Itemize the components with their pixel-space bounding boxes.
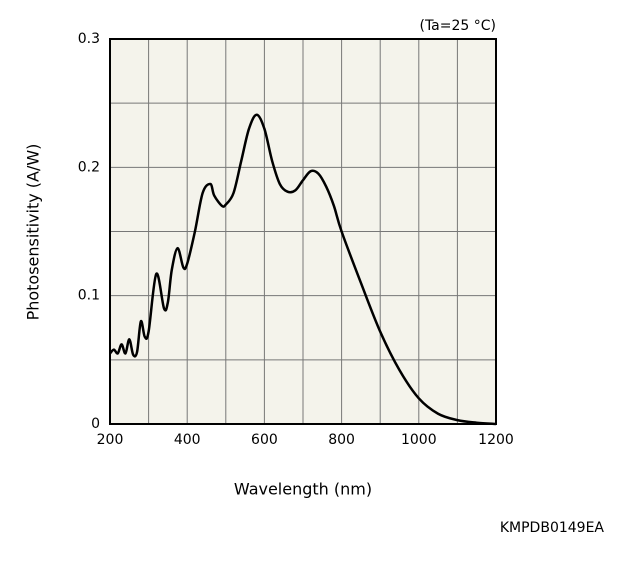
x-tick-label: 600 [251,432,278,448]
x-tick-label: 1200 [478,432,514,448]
footer: KMPDB0149EA [500,520,605,536]
x-tick-label: 1000 [401,432,437,448]
x-axis-label: Wavelength (nm) [234,480,372,499]
y-axis-label: Photosensitivity (A/W) [24,144,43,321]
x-tick-label: 200 [97,432,124,448]
x-tick-label: 800 [328,432,355,448]
annotation: (Ta=25 °C) [419,18,496,34]
y-tick-label: 0 [91,416,100,432]
plot-frame [109,38,497,425]
x-tick-label: 400 [174,432,201,448]
data-line [109,113,497,426]
y-tick-label: 0.2 [78,159,100,175]
y-tick-label: 0.3 [78,31,100,47]
y-tick-label: 0.1 [78,288,100,304]
